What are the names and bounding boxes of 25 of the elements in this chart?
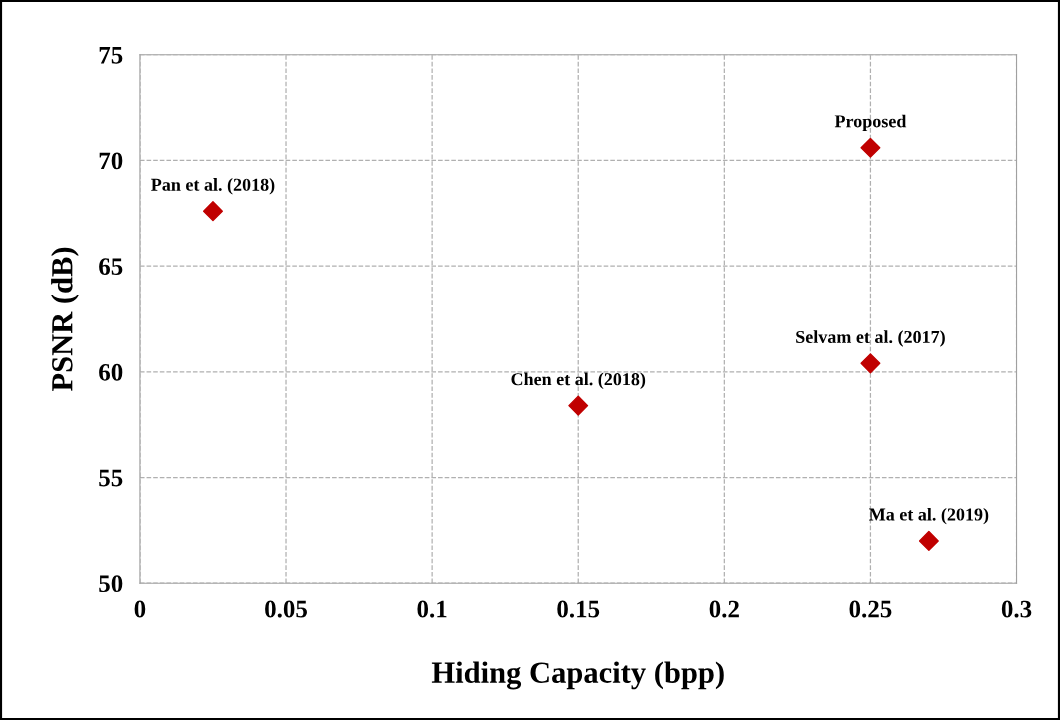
point	[202, 201, 223, 222]
y-tick-label: 50	[99, 575, 123, 593]
y-tick-label: 65	[99, 258, 123, 276]
point	[568, 395, 589, 416]
x-tick-label: 0.05	[265, 600, 307, 618]
point	[860, 137, 881, 158]
x-tick-label: 0.25	[849, 600, 892, 618]
annotation: Pan et al. (2018)	[151, 178, 275, 195]
annotation: Ma et al. (2019)	[869, 507, 989, 525]
x-tick-label: 0.15	[557, 600, 600, 618]
x-axis-title: Hiding Capacity (bpp)	[431, 661, 724, 690]
y-tick-label: 60	[99, 363, 123, 381]
x-tick-label: 0.1	[417, 600, 447, 618]
annotation: Chen et al. (2018)	[511, 372, 646, 389]
x-tick-label: 0.3	[1001, 600, 1032, 618]
annotation: Selvam et al. (2017)	[796, 330, 945, 347]
y-tick-label: 70	[99, 152, 123, 170]
point	[860, 353, 881, 374]
x-tick-label: 0	[134, 600, 146, 618]
point	[918, 530, 939, 551]
y-axis-title: PSNR (dB)	[51, 247, 79, 392]
x-tick-label: 0.2	[709, 600, 739, 618]
y-tick-label: 55	[99, 469, 123, 487]
y-tick-label: 75	[99, 47, 123, 64]
annotation: Proposed	[834, 114, 907, 132]
